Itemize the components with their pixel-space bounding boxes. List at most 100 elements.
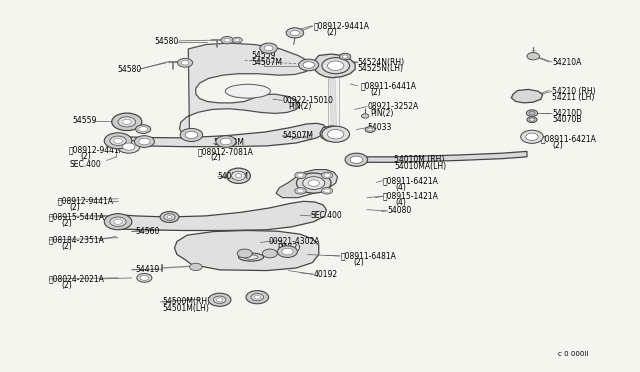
Circle shape [282,248,293,255]
Circle shape [122,119,131,124]
Circle shape [216,298,223,302]
Text: (2): (2) [370,88,381,97]
Ellipse shape [236,174,242,178]
Circle shape [136,125,150,134]
Ellipse shape [296,173,331,193]
Circle shape [303,62,314,68]
Circle shape [112,113,142,131]
Ellipse shape [303,177,324,189]
Text: (2): (2) [326,28,337,37]
Text: (4): (4) [396,183,406,192]
Ellipse shape [160,212,179,222]
Circle shape [322,126,349,142]
Ellipse shape [164,214,175,220]
Text: Ⓦ08915-1421A: Ⓦ08915-1421A [383,192,438,201]
Text: 54560: 54560 [135,227,159,236]
Circle shape [114,219,122,224]
Text: 54210D: 54210D [552,109,582,118]
Ellipse shape [529,118,535,121]
Circle shape [110,136,126,145]
Text: 54211 (LH): 54211 (LH) [552,93,595,102]
Text: 54010M (RH): 54010M (RH) [394,155,444,164]
Text: PIN(2): PIN(2) [277,244,301,253]
Ellipse shape [308,180,319,186]
Ellipse shape [526,110,538,116]
Ellipse shape [527,117,537,122]
Circle shape [134,136,154,147]
Ellipse shape [365,126,375,132]
Text: 54525N(LH): 54525N(LH) [358,64,404,73]
Text: SEC.400: SEC.400 [69,160,101,169]
Circle shape [118,117,136,127]
Ellipse shape [531,112,534,114]
Text: SEC.400: SEC.400 [310,211,342,220]
Polygon shape [276,170,337,198]
Ellipse shape [244,255,258,259]
Circle shape [209,293,231,306]
Text: Ⓑ08184-2351A: Ⓑ08184-2351A [49,235,105,244]
Text: 54419: 54419 [135,265,159,274]
Ellipse shape [529,111,535,115]
Text: PIN(2): PIN(2) [370,109,394,118]
Circle shape [295,187,306,194]
Circle shape [220,138,232,145]
Circle shape [291,31,300,35]
Circle shape [110,217,126,227]
Text: PIN(2): PIN(2) [289,102,312,111]
Circle shape [104,133,132,149]
Circle shape [262,249,277,258]
Circle shape [237,249,252,258]
Circle shape [180,128,203,141]
Circle shape [137,273,152,282]
Polygon shape [175,231,319,270]
Circle shape [527,52,540,60]
Polygon shape [314,54,355,78]
Circle shape [328,61,344,70]
Circle shape [117,140,140,153]
Text: 54580: 54580 [155,38,179,46]
Polygon shape [113,123,326,147]
Text: 54559: 54559 [251,51,275,60]
Circle shape [178,58,193,67]
Circle shape [264,46,273,51]
Circle shape [350,156,363,163]
Circle shape [185,131,198,139]
Circle shape [140,275,148,280]
Ellipse shape [339,53,351,60]
Text: (2): (2) [61,281,72,290]
Text: 54053M: 54053M [213,138,244,147]
Circle shape [286,28,304,38]
Ellipse shape [225,84,271,98]
Text: (2): (2) [81,153,91,161]
Text: Ⓑ08024-2021A: Ⓑ08024-2021A [49,275,105,283]
Text: (2): (2) [61,242,72,251]
Circle shape [251,294,264,301]
Text: (2): (2) [353,258,364,267]
Text: 54559: 54559 [72,116,97,125]
Circle shape [139,138,150,145]
Text: Ⓝ08911-6421A: Ⓝ08911-6421A [383,176,438,185]
Circle shape [521,130,543,143]
Text: (2): (2) [69,203,80,212]
Circle shape [328,129,344,139]
Text: Ⓝ08912-7081A: Ⓝ08912-7081A [198,147,253,156]
Circle shape [224,38,230,42]
Polygon shape [179,43,310,137]
Text: Ⓝ08912-9441A: Ⓝ08912-9441A [314,21,370,30]
Circle shape [322,58,349,74]
Circle shape [246,291,269,304]
Ellipse shape [362,114,369,118]
Text: Ⓝ08911-6441A: Ⓝ08911-6441A [361,81,417,90]
Circle shape [122,143,135,150]
Circle shape [254,295,260,299]
Ellipse shape [235,39,240,42]
Text: Ⓝ08911-6481A: Ⓝ08911-6481A [340,251,397,260]
Text: Ⓝ08912-9441A: Ⓝ08912-9441A [69,146,125,155]
Circle shape [324,189,330,193]
Text: 54507M: 54507M [251,58,282,67]
Text: 54580: 54580 [117,65,141,74]
Circle shape [345,153,367,166]
Text: 54524N(RH): 54524N(RH) [358,58,404,67]
Circle shape [221,36,234,44]
Text: 54080: 54080 [388,206,412,215]
